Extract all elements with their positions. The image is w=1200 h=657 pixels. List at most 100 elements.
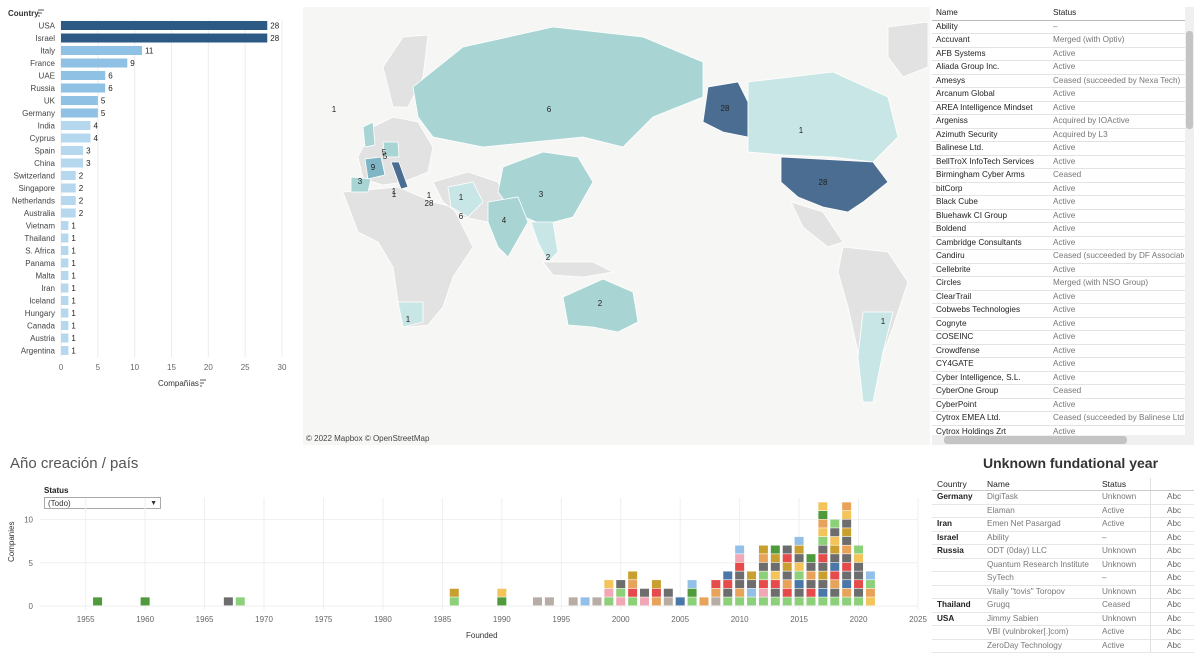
stacked-bar-segment[interactable] [818,571,828,580]
stacked-bar-segment[interactable] [758,571,768,580]
table-row[interactable]: CY4GATE Active [932,358,1194,372]
stacked-bar-segment[interactable] [770,562,780,571]
stacked-bar-segment[interactable] [735,554,745,563]
stacked-bar-segment[interactable] [794,597,804,606]
stacked-bar-segment[interactable] [842,580,852,589]
bar[interactable] [61,121,91,130]
table-row[interactable]: Bluehawk CI Group Active [932,210,1194,223]
stacked-bar-segment[interactable] [723,571,733,580]
bar[interactable] [61,221,69,230]
stacked-bar-segment[interactable] [818,554,828,563]
table-row[interactable]: Aliada Group Inc. Active [932,61,1194,75]
stacked-bar-segment[interactable] [449,588,459,597]
table-row[interactable]: AFB Systems Active [932,48,1194,61]
bar[interactable] [61,283,69,293]
stacked-bar-segment[interactable] [865,571,875,580]
stacked-bar-segment[interactable] [842,545,852,554]
stacked-bar-segment[interactable] [794,562,804,571]
stacked-bar-segment[interactable] [616,580,626,589]
stacked-bar-segment[interactable] [854,588,864,597]
table-row[interactable]: Iran Emen Net Pasargad Active Abc [932,518,1194,532]
stacked-bar-segment[interactable] [782,554,792,563]
stacked-bar-segment[interactable] [735,562,745,571]
stacked-bar-segment[interactable] [842,510,852,519]
stacked-bar-segment[interactable] [806,554,816,563]
table-row[interactable]: Balinese Ltd. Active [932,142,1194,156]
bar[interactable] [61,21,268,30]
stacked-bar-segment[interactable] [140,597,150,606]
stacked-bar-segment[interactable] [651,588,661,597]
stacked-bar-segment[interactable] [747,597,757,606]
table-row[interactable]: COSEINC Active [932,331,1194,345]
stacked-bar-segment[interactable] [628,597,638,606]
stacked-bar-segment[interactable] [818,536,828,545]
table-row[interactable]: Cognyte Active [932,318,1194,331]
stacked-bar-segment[interactable] [747,588,757,597]
table-row[interactable]: Germany DigiTask Unknown Abc [932,491,1194,505]
stacked-bar-segment[interactable] [628,588,638,597]
stacked-bar-segment[interactable] [818,562,828,571]
stacked-bar-segment[interactable] [544,597,554,606]
scroll-thumb[interactable] [944,436,1127,444]
table-row[interactable]: Cobwebs Technologies Active [932,304,1194,318]
stacked-bar-segment[interactable] [794,580,804,589]
stacked-bar-segment[interactable] [842,554,852,563]
table-row[interactable]: Boldend Active [932,223,1194,237]
stacked-bar-segment[interactable] [818,502,828,511]
bar[interactable] [61,158,84,168]
stacked-bar-segment[interactable] [854,597,864,606]
stacked-bar-segment[interactable] [842,562,852,571]
table-row[interactable]: Ability – [932,21,1194,34]
stacked-bar-segment[interactable] [747,571,757,580]
table-row[interactable]: CyberPoint Active [932,399,1194,412]
stacked-bar-segment[interactable] [770,554,780,563]
stacked-bar-segment[interactable] [842,519,852,528]
stacked-bar-segment[interactable] [93,597,103,606]
table-row[interactable]: Argeniss Acquired by IOActive [932,115,1194,129]
table-row[interactable]: Israel Ability – Abc [932,531,1194,545]
stacked-bar-segment[interactable] [735,571,745,580]
table-row[interactable]: Amesys Ceased (succeeded by Nexa Tech) [932,75,1194,88]
stacked-bar-segment[interactable] [592,597,602,606]
stacked-bar-segment[interactable] [818,580,828,589]
bar[interactable] [61,271,69,280]
stacked-bar-segment[interactable] [818,528,828,537]
bar[interactable] [61,96,98,105]
stacked-bar-segment[interactable] [640,597,650,606]
stacked-bar-segment[interactable] [806,571,816,580]
stacked-bar-segment[interactable] [735,588,745,597]
table-row[interactable]: VBI (vulnbroker[.]com) Active Abc [932,626,1194,640]
stacked-bar-segment[interactable] [663,597,673,606]
stacked-bar-segment[interactable] [842,597,852,606]
stacked-bar-segment[interactable] [711,597,721,606]
stacked-bar-segment[interactable] [842,502,852,511]
bar[interactable] [61,346,69,355]
table-row[interactable]: Crowdfense Active [932,345,1194,358]
stacked-bar-segment[interactable] [628,571,638,580]
stacked-bar-segment[interactable] [449,597,459,606]
stacked-bar-segment[interactable] [616,588,626,597]
stacked-bar-segment[interactable] [830,562,840,571]
bar[interactable] [61,296,69,305]
stacked-bar-segment[interactable] [758,545,768,554]
stacked-bar-segment[interactable] [806,580,816,589]
stacked-bar-segment[interactable] [770,588,780,597]
stacked-bar-segment[interactable] [663,588,673,597]
stacked-bar-segment[interactable] [854,571,864,580]
stacked-bar-segment[interactable] [770,571,780,580]
stacked-bar-segment[interactable] [830,571,840,580]
stacked-bar-segment[interactable] [687,588,697,597]
table-row[interactable]: Cellebrite Active [932,264,1194,277]
table-row[interactable]: Azimuth Security Acquired by L3 [932,129,1194,142]
stacked-bar-segment[interactable] [651,580,661,589]
stacked-bar-segment[interactable] [604,580,614,589]
table-row[interactable]: Candiru Ceased (succeeded by DF Associate… [932,250,1194,264]
stacked-bar-segment[interactable] [770,580,780,589]
stacked-bar-segment[interactable] [830,554,840,563]
stacked-bar-segment[interactable] [747,580,757,589]
stacked-bar-segment[interactable] [651,597,661,606]
table-row[interactable]: Russia ODT (0day) LLC Unknown Abc [932,545,1194,559]
stacked-bar-segment[interactable] [533,597,543,606]
stacked-bar-segment[interactable] [830,588,840,597]
stacked-bar-segment[interactable] [842,588,852,597]
